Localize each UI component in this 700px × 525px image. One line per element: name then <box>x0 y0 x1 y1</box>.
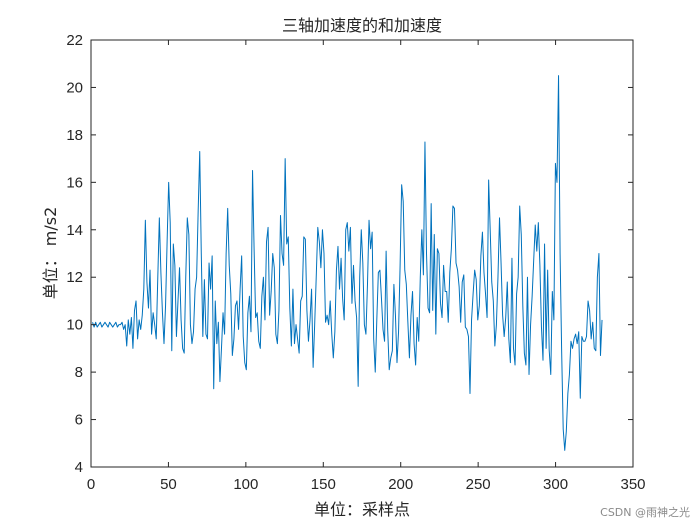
x-tick-label: 150 <box>311 476 336 493</box>
x-tick-label: 350 <box>620 476 645 493</box>
y-tick-label: 22 <box>66 32 83 49</box>
axes-box <box>90 39 634 468</box>
y-tick-label: 8 <box>75 364 83 381</box>
y-tick-label: 18 <box>66 127 83 144</box>
y-tick-label: 4 <box>75 459 83 476</box>
y-tick-label: 10 <box>66 317 83 334</box>
series-layer <box>92 75 603 451</box>
series-line-0 <box>92 75 603 451</box>
y-tick-label: 12 <box>66 269 83 286</box>
x-tick-label: 100 <box>233 476 258 493</box>
y-axis: 4 6 8 10 12 14 16 18 20 22 <box>66 32 633 476</box>
x-axis-label: 单位：采样点 <box>314 500 410 519</box>
x-tick-label: 250 <box>466 476 491 493</box>
x-tick-label: 0 <box>87 476 95 493</box>
y-axis-label: 单位： m/s2 <box>41 207 60 300</box>
x-tick-label: 300 <box>543 476 568 493</box>
x-tick-label: 50 <box>160 476 177 493</box>
y-tick-label: 6 <box>75 412 83 429</box>
watermark: CSDN @雨神之光 <box>600 505 690 519</box>
x-axis: 0 50 100 150 200 250 300 350 <box>87 40 646 493</box>
y-tick-label: 20 <box>66 79 83 96</box>
y-tick-label: 14 <box>66 222 83 239</box>
chart-title: 三轴加速度的和加速度 <box>282 16 442 35</box>
y-tick-label: 16 <box>66 174 83 191</box>
x-tick-label: 200 <box>388 476 413 493</box>
